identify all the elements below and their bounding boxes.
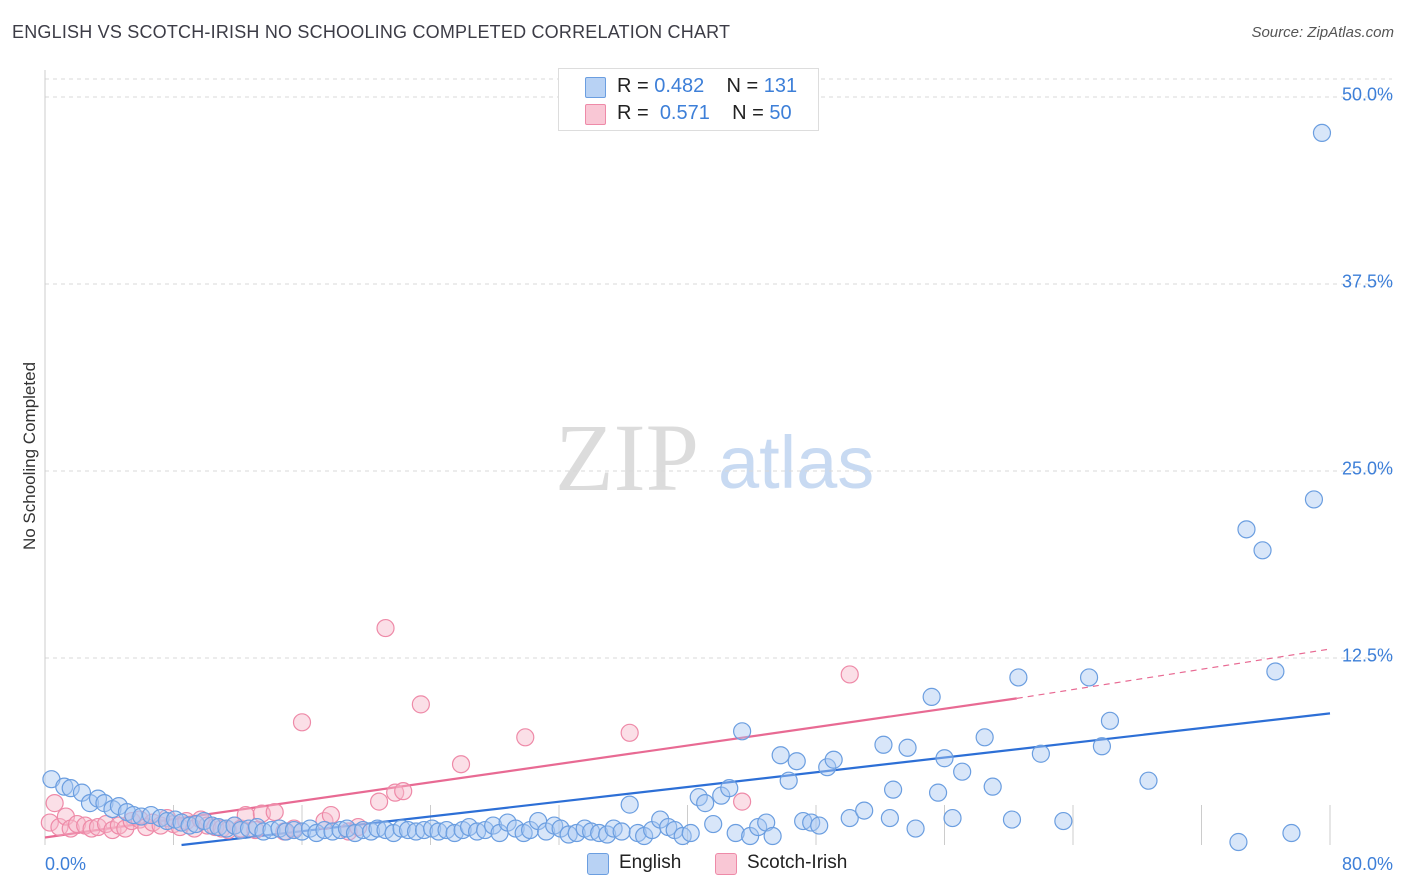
english-point [1002,810,1022,829]
watermark-zip: ZIP [555,404,699,511]
legend-scotch-n-value: 50 [769,102,792,124]
scotch-irish-point [45,794,64,813]
y-tick-label: 50.0% [1342,85,1393,105]
english-point [132,807,151,826]
legend-box: R = 0.482 N = 131 R = 0.571 N = 50 [558,68,819,131]
english-point [612,822,631,841]
english-point [1229,832,1248,852]
english-point [733,722,752,741]
english-point [1079,668,1099,687]
english-point [1282,823,1301,843]
english-point [810,816,829,835]
y-tick-label: 25.0% [1342,459,1393,479]
english-point [696,794,715,813]
x-tick-label: 0.0% [45,854,86,874]
english-point [935,749,954,768]
legend-english-r-value: 0.482 [654,75,705,97]
legend-scotch-r-label: R = [617,102,649,124]
scotch-irish-point [394,782,413,801]
english-point [180,816,199,835]
english-point [855,801,874,820]
scotch-irish-point [411,695,430,714]
english-point [874,735,893,754]
legend-english-n-label: N = [726,75,759,97]
english-point [1237,520,1256,539]
legend-english-r-label: R = [617,75,649,97]
legend-english-n-value: 131 [763,75,798,97]
english-point [880,808,899,828]
scotch-irish-point [292,713,312,732]
english-point [331,820,350,840]
scotch-irish-point [840,665,859,684]
english-point [1312,123,1332,143]
english-point [55,777,74,796]
source-credit: Source: ZipAtlas.com [1251,24,1394,41]
legend-scotch-n-label: N = [732,102,764,124]
chart-title: ENGLISH VS SCOTCH-IRISH NO SCHOOLING COM… [12,22,731,42]
scotch-irish-point [376,618,395,638]
english-point [484,816,503,835]
scotch-irish-point [40,813,59,832]
y-tick-label: 37.5% [1342,272,1393,292]
bottom-legend-label-english: English [619,852,682,873]
english-point [906,819,925,838]
english-point [1009,668,1028,687]
watermark-atlas: atlas [718,421,874,504]
scotch-irish-point [265,802,284,822]
english-point [953,762,972,781]
english-point [763,826,782,846]
scotch-irish-point [370,792,389,811]
english-point [726,823,745,843]
english-point [1266,662,1285,681]
english-point [922,687,941,706]
english-point [620,795,639,814]
english-point [1031,744,1050,763]
english-point [883,780,903,799]
english-point [720,779,739,798]
english-point [983,777,1002,796]
english-point [704,814,723,834]
english-point [928,783,948,802]
english-point [202,816,222,835]
scotch-irish-point [733,792,752,811]
scotch-irish-point [451,755,471,774]
bottom-legend-label-scotch-irish: Scotch-Irish [747,852,848,873]
scotch-irish-point [620,723,639,742]
english-point [818,758,837,777]
english-point [1054,811,1073,831]
scotch-irish-point [516,728,535,747]
scotch-irish-point [82,819,101,838]
english-point [787,752,806,771]
english-point [771,746,790,765]
english-point [898,738,917,757]
english-point [61,779,80,798]
scotch-irish-trend-extension [1016,648,1331,699]
english-point [392,819,411,838]
english-point [681,823,700,843]
english-point [1304,490,1324,509]
english-point [1253,541,1272,560]
english-point [975,728,994,747]
english-point [824,750,843,769]
x-tick-label: 80.0% [1342,854,1393,874]
y-tick-label: 12.5% [1342,646,1393,666]
english-point [1139,771,1158,790]
legend-swatch-scotch-irish [585,104,606,125]
english-point [779,771,798,790]
english-point [840,808,859,828]
english-point [1100,711,1120,730]
bottom-legend-swatch-english [587,853,609,875]
english-point [943,808,962,828]
legend-swatch-english [585,77,606,98]
english-point [1092,737,1112,756]
bottom-legend-swatch-scotch-irish [715,853,737,875]
legend-scotch-r-value: 0.571 [659,102,710,124]
